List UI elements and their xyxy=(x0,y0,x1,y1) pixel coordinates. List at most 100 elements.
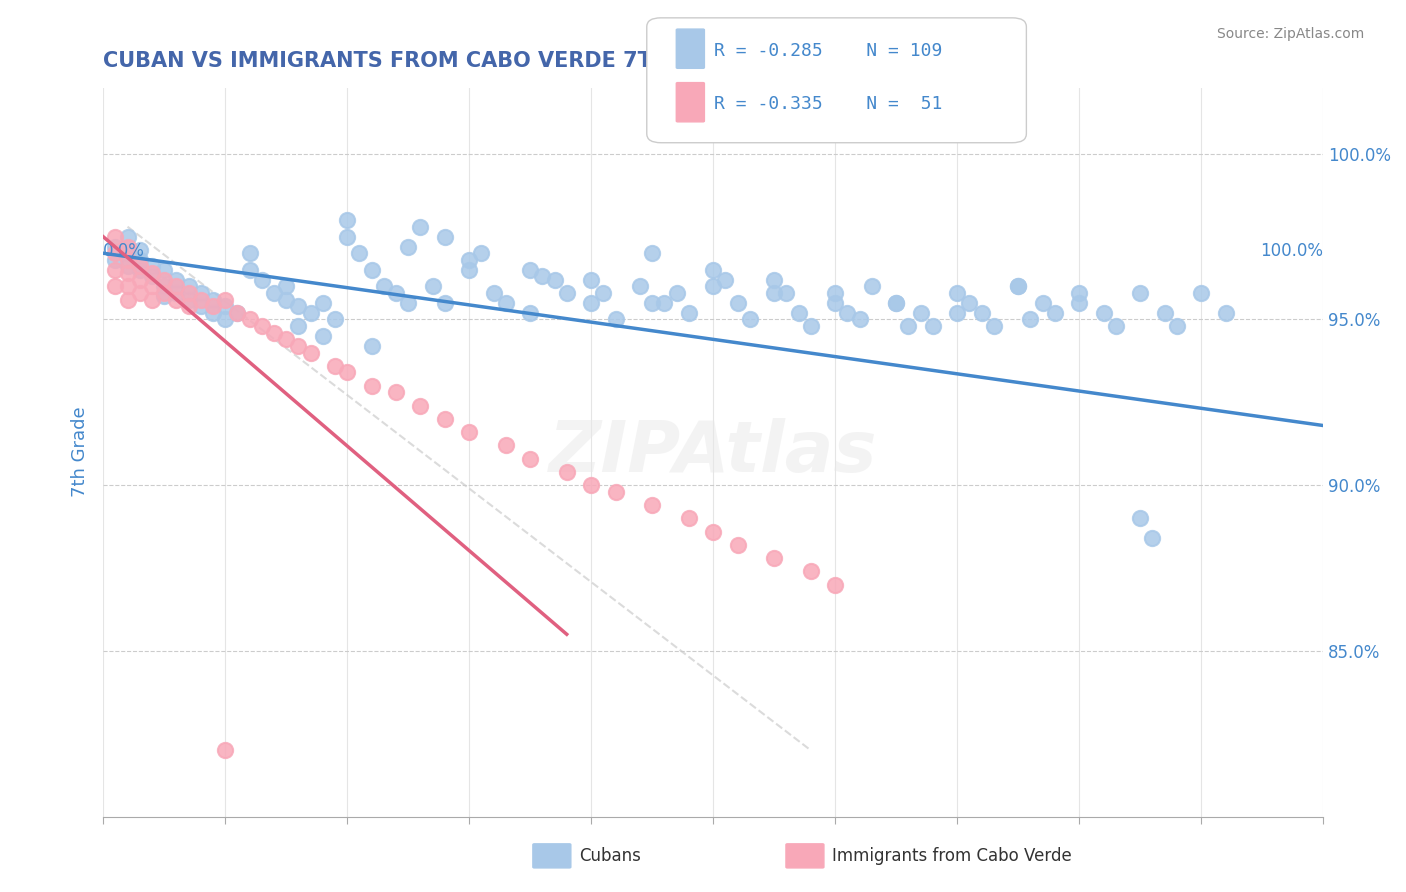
Text: R = -0.285    N = 109: R = -0.285 N = 109 xyxy=(714,42,942,60)
Point xyxy=(117,260,139,274)
Point xyxy=(1153,306,1175,320)
Point xyxy=(641,498,664,512)
Text: 100.0%: 100.0% xyxy=(1260,242,1323,260)
Point xyxy=(837,306,859,320)
Point xyxy=(800,564,823,578)
Point xyxy=(117,252,139,267)
Point xyxy=(117,266,139,280)
Point xyxy=(312,329,335,343)
Point xyxy=(592,285,614,300)
Point xyxy=(1129,285,1152,300)
Point xyxy=(276,293,298,307)
Point xyxy=(141,279,163,293)
Point xyxy=(482,285,505,300)
Point xyxy=(579,273,602,287)
Point xyxy=(824,577,846,591)
Point xyxy=(1019,312,1042,326)
Point xyxy=(238,262,260,277)
Point xyxy=(1092,306,1115,320)
Point xyxy=(177,279,200,293)
Point xyxy=(678,306,700,320)
Point xyxy=(165,285,187,300)
Point xyxy=(226,306,249,320)
Point xyxy=(409,399,432,413)
Point xyxy=(1215,306,1237,320)
Point xyxy=(117,279,139,293)
Point xyxy=(190,293,212,307)
Point xyxy=(287,299,309,313)
Point xyxy=(495,296,517,310)
Point xyxy=(897,319,920,334)
Point xyxy=(128,252,150,267)
Point xyxy=(226,306,249,320)
Point xyxy=(763,273,786,287)
Point xyxy=(238,246,260,260)
Point xyxy=(104,262,127,277)
Point xyxy=(153,285,176,300)
Point xyxy=(495,438,517,452)
Point xyxy=(1129,511,1152,525)
Point xyxy=(263,285,285,300)
Point xyxy=(299,306,322,320)
Point xyxy=(579,478,602,492)
Point xyxy=(433,296,456,310)
Point xyxy=(153,262,176,277)
Point xyxy=(458,262,481,277)
Point xyxy=(433,229,456,244)
Point xyxy=(177,293,200,307)
Point xyxy=(605,484,627,499)
Point xyxy=(385,385,408,400)
Point xyxy=(884,296,907,310)
Point xyxy=(775,285,797,300)
Point xyxy=(652,296,675,310)
Point xyxy=(1142,531,1164,545)
Point xyxy=(641,296,664,310)
Point xyxy=(519,451,541,466)
Point xyxy=(117,239,139,253)
Text: 0.0%: 0.0% xyxy=(103,242,145,260)
Point xyxy=(884,296,907,310)
Point xyxy=(458,425,481,439)
Point xyxy=(555,285,578,300)
Point xyxy=(373,279,395,293)
Point xyxy=(738,312,761,326)
Point xyxy=(678,511,700,525)
Point xyxy=(214,312,236,326)
Point xyxy=(312,296,335,310)
Point xyxy=(117,229,139,244)
Point xyxy=(910,306,932,320)
Point xyxy=(165,279,187,293)
Point xyxy=(824,285,846,300)
Point xyxy=(250,273,273,287)
Point xyxy=(983,319,1005,334)
Text: Immigrants from Cabo Verde: Immigrants from Cabo Verde xyxy=(832,847,1073,865)
Point xyxy=(970,306,993,320)
Point xyxy=(641,246,664,260)
Point xyxy=(190,299,212,313)
Point xyxy=(287,339,309,353)
Point xyxy=(104,246,127,260)
Point xyxy=(824,296,846,310)
Point xyxy=(409,219,432,234)
Text: Source: ZipAtlas.com: Source: ZipAtlas.com xyxy=(1216,27,1364,41)
Point xyxy=(727,538,749,552)
Point xyxy=(360,378,382,392)
Point xyxy=(763,551,786,566)
Point xyxy=(104,279,127,293)
Point xyxy=(153,273,176,287)
Point xyxy=(433,412,456,426)
Point xyxy=(1007,279,1029,293)
Point xyxy=(165,293,187,307)
Point xyxy=(201,299,224,313)
Point xyxy=(714,273,737,287)
Point xyxy=(104,239,127,253)
Point xyxy=(177,299,200,313)
Point xyxy=(458,252,481,267)
Point xyxy=(360,262,382,277)
Point xyxy=(128,285,150,300)
Point xyxy=(848,312,870,326)
Point xyxy=(141,266,163,280)
Point xyxy=(165,273,187,287)
Point xyxy=(128,260,150,274)
Point xyxy=(299,345,322,359)
